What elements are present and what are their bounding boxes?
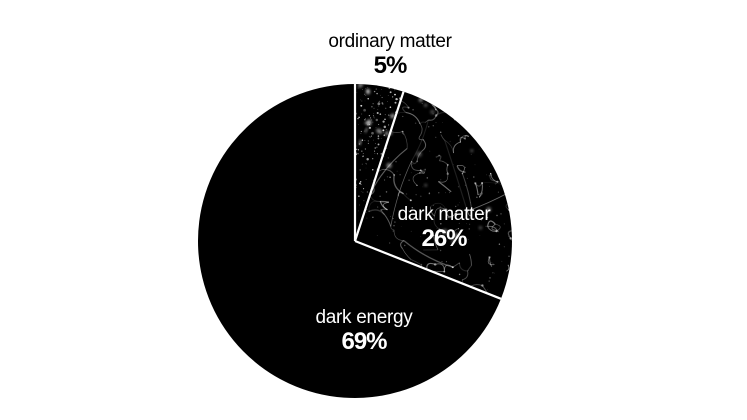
- slice-label-dark-matter: dark matter 26%: [398, 203, 491, 251]
- slice-pct-ordinary-matter: 5%: [373, 52, 408, 79]
- slice-name-dark-energy: dark energy: [315, 307, 413, 328]
- slice-label-dark-energy: dark energy 69%: [315, 306, 412, 354]
- slice-pct-dark-matter: 26%: [421, 225, 467, 252]
- slice-separator: [353, 91, 405, 242]
- pie-slice-dark-matter: [355, 91, 512, 299]
- slice-separator: [354, 239, 502, 300]
- slice-pct-dark-energy: 69%: [341, 328, 387, 355]
- slice-label-ordinary-matter: ordinary matter 5%: [328, 30, 452, 79]
- pie-slice-dark-energy: [197, 83, 501, 398]
- slice-name-dark-matter: dark matter: [397, 204, 491, 225]
- slice-name-ordinary-matter: ordinary matter: [328, 31, 452, 52]
